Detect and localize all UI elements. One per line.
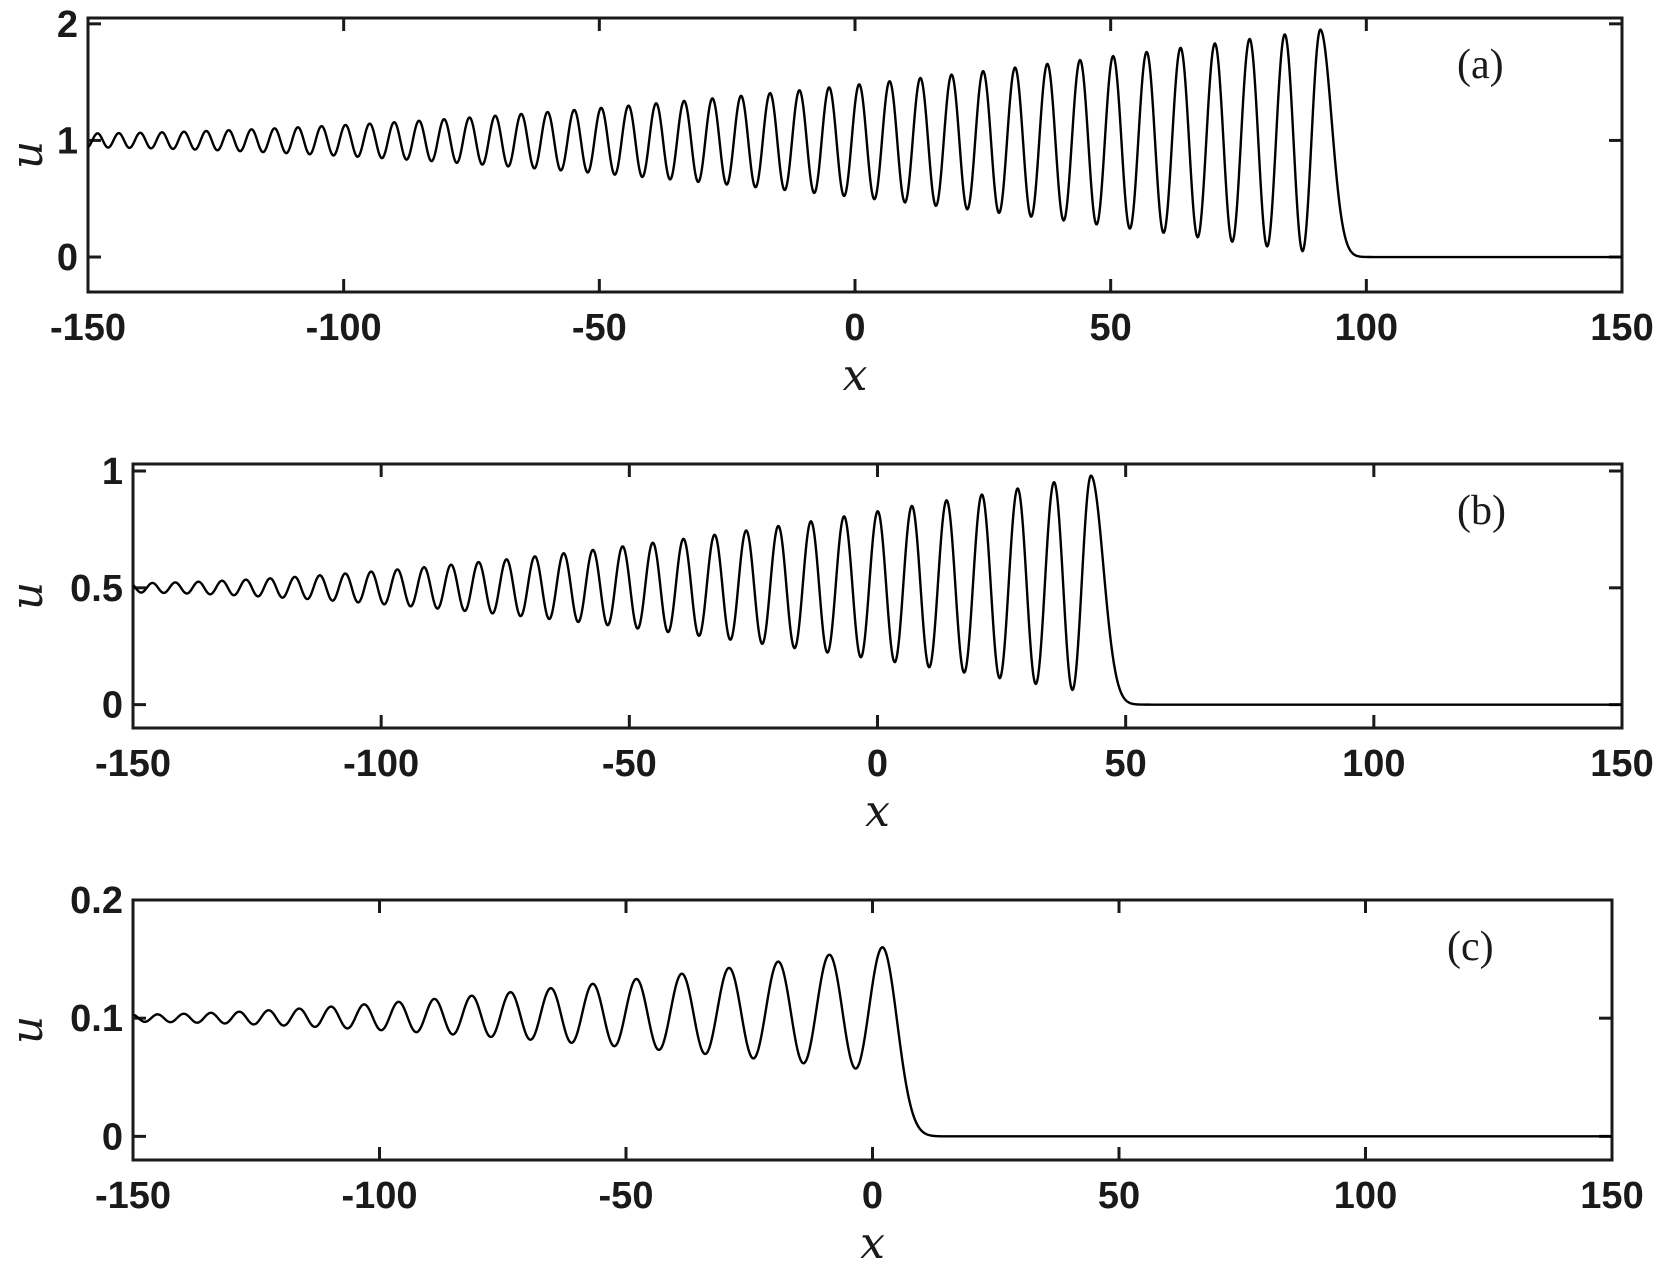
x-tick-label: -50 [599,1175,654,1217]
x-tick-label: -100 [343,743,419,785]
y-tick-label: 0.1 [70,998,123,1040]
ticks-a: -150 -100 -50 0 50 100 150 0 1 2 [50,4,1654,349]
x-tick-label: -100 [341,1175,417,1217]
plot-frame-c [131,898,1614,1162]
ticks-b: -150 -100 -50 0 50 100 150 0 0.5 1 [70,451,1654,785]
x-tick-label: -100 [306,307,382,349]
panel-b: -150 -100 -50 0 50 100 150 0 0.5 1 (b) x u [2,451,1654,837]
panel-label-a: (a) [1457,42,1504,88]
x-tick-label: 150 [1590,743,1653,785]
x-tick-label: 0 [867,743,888,785]
y-axis-label-c: u [2,1016,53,1044]
x-tick-label: 50 [1090,307,1132,349]
y-tick-label: 2 [57,4,78,46]
x-tick-label: 50 [1105,743,1147,785]
x-tick-label: -150 [95,743,171,785]
y-axis-label-b: u [2,582,53,610]
x-tick-label: 50 [1098,1175,1140,1217]
plot-frame-b [131,462,1624,730]
x-axis-label-a: x [843,350,868,401]
y-axis-label-a: u [2,141,53,169]
y-tick-label: 0 [102,685,123,727]
series-u-c [132,946,1612,1138]
plot-frame-a [86,16,1624,294]
x-tick-label: 100 [1342,743,1405,785]
x-tick-label: 150 [1580,1175,1643,1217]
panel-label-c: (c) [1447,924,1494,970]
x-tick-label: 100 [1335,307,1398,349]
series-u-a [87,28,1622,259]
x-tick-label: -150 [95,1175,171,1217]
panel-a: -150 -100 -50 0 50 100 150 0 1 2 (a) x u [2,4,1654,401]
panel-c: -150 -100 -50 0 50 100 150 0 0.1 0.2 (c) x u [2,880,1644,1269]
y-tick-label: 0.2 [70,880,123,922]
x-tick-label: -50 [572,307,627,349]
y-tick-label: 0 [57,237,78,279]
x-tick-label: -150 [50,307,126,349]
x-tick-label: 150 [1590,307,1653,349]
y-tick-label: 1 [57,120,78,162]
y-tick-label: 0 [102,1116,123,1158]
x-tick-label: 0 [862,1175,883,1217]
x-axis-label-b: x [865,786,890,837]
series-u-b [132,474,1622,706]
x-tick-label: -50 [602,743,657,785]
panel-label-b: (b) [1457,488,1506,534]
y-tick-label: 1 [102,451,123,493]
x-tick-label: 100 [1334,1175,1397,1217]
x-axis-label-c: x [860,1218,885,1269]
x-tick-label: 0 [844,307,865,349]
y-tick-label: 0.5 [70,568,123,610]
ticks-c: -150 -100 -50 0 50 100 150 0 0.1 0.2 [70,880,1644,1217]
